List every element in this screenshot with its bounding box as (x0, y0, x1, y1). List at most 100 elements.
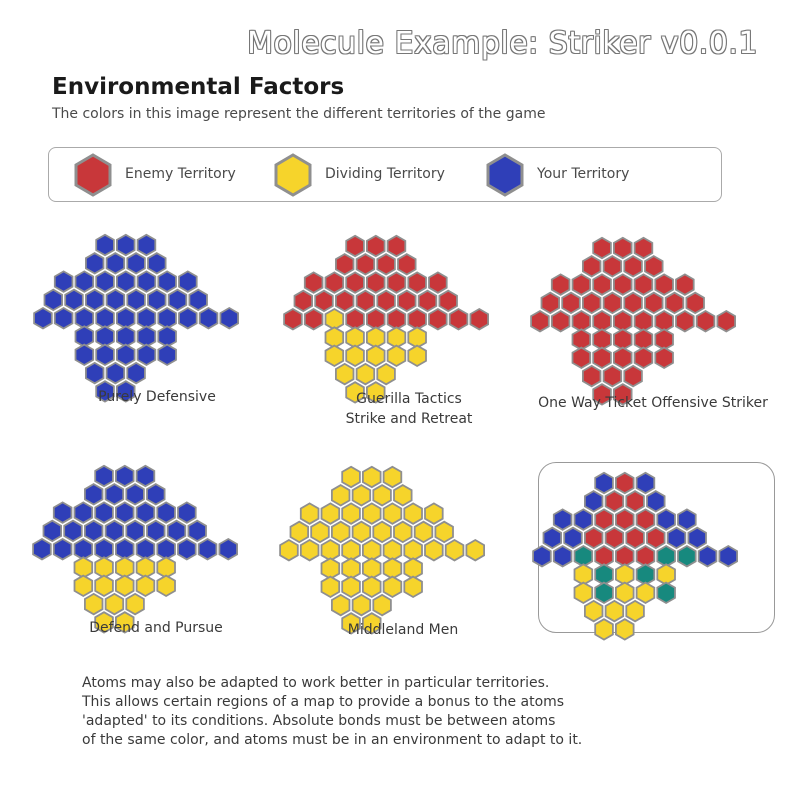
your-atom (167, 288, 188, 312)
your-atom (573, 508, 594, 531)
enemy-atom (550, 273, 571, 296)
enemy-atom (376, 253, 396, 276)
molecule-purely-defensive (33, 233, 240, 403)
your-atom (52, 537, 73, 561)
enemy-atom (324, 271, 345, 294)
enemy-atom (386, 271, 407, 294)
enemy-atom (592, 273, 612, 296)
caption-line: Defend and Pursue (89, 620, 223, 636)
your-atom (116, 233, 136, 257)
your-atom (157, 270, 177, 293)
your-atom (105, 252, 126, 275)
enemy-atom (654, 273, 674, 296)
enemy-atom (540, 291, 560, 315)
dividing-atom (393, 484, 413, 507)
your-atom (63, 519, 83, 543)
enemy-atom (386, 234, 407, 258)
caption-guerilla-tactics: Guerilla Tactics Strike and Retreat (309, 389, 509, 429)
enemy-atom (592, 346, 612, 370)
your-atom (95, 380, 115, 403)
dividing-atom (345, 344, 365, 368)
dividing-atom (365, 344, 386, 368)
special-atom (677, 544, 697, 568)
dividing-atom (615, 618, 635, 641)
your-atom (156, 501, 176, 524)
your-atom (42, 519, 62, 543)
molecule-defend-and-pursue (32, 464, 239, 634)
footer-line: Atoms may also be adapted to work better… (82, 675, 550, 691)
your-atom (218, 537, 239, 561)
enemy-atom (613, 236, 633, 260)
enemy-atom (675, 273, 695, 296)
enemy-atom (355, 253, 376, 276)
your-atom (135, 464, 156, 488)
your-atom (532, 544, 552, 568)
your-atom (135, 501, 156, 524)
dividing-atom (594, 618, 614, 641)
dividing-atom (320, 575, 341, 599)
enemy-atom (613, 273, 633, 296)
special-atom (656, 581, 676, 605)
your-atom (126, 252, 146, 275)
enemy-atom (675, 309, 695, 333)
dividing-atom (299, 538, 320, 562)
legend-label-yours: Your Territory (537, 166, 630, 182)
your-atom (105, 288, 126, 312)
dividing-atom (320, 502, 341, 525)
your-atom (198, 306, 219, 330)
your-atom (552, 508, 573, 531)
dividing-atom (573, 581, 594, 605)
your-atom (146, 519, 166, 543)
dividing-atom (361, 575, 382, 599)
enemy-atom (633, 273, 654, 296)
dividing-atom (386, 344, 407, 368)
enemy-atom (602, 255, 623, 278)
enemy-atom (397, 253, 417, 276)
your-atom (74, 270, 95, 293)
enemy-atom (625, 490, 645, 513)
molecule-middleland-men (279, 465, 486, 635)
dividing-atom (365, 381, 386, 404)
footer-description: Atoms may also be adapted to work better… (82, 674, 662, 750)
enemy-atom (633, 236, 654, 260)
your-atom (104, 483, 125, 506)
dividing-atom (324, 344, 345, 368)
your-atom (64, 288, 84, 312)
your-atom (84, 519, 104, 543)
your-atom (74, 343, 95, 367)
your-atom (177, 501, 197, 524)
dividing-atom (289, 520, 310, 544)
your-atom (115, 464, 135, 488)
dividing-atom (372, 520, 392, 544)
dividing-atom (382, 465, 403, 489)
enemy-atom (625, 526, 645, 550)
dividing-atom (413, 520, 434, 544)
your-atom (104, 519, 125, 543)
caption-line: Middleland Men (347, 622, 459, 638)
enemy-atom (407, 271, 427, 294)
yellow-hexagon-icon (274, 153, 312, 197)
dividing-atom (604, 599, 625, 623)
dividing-atom (351, 520, 372, 544)
your-atom (84, 483, 104, 506)
your-atom (94, 501, 114, 524)
your-atom (95, 233, 115, 257)
enemy-atom (615, 508, 635, 531)
territory-legend: Enemy Territory Dividing Territory Your … (48, 147, 722, 202)
dividing-atom (407, 344, 427, 368)
your-atom (53, 270, 74, 293)
dividing-atom (341, 575, 361, 599)
your-atom (116, 270, 136, 293)
your-atom (136, 343, 157, 367)
dividing-atom (382, 575, 403, 599)
enemy-atom (303, 307, 324, 331)
dividing-atom (372, 484, 392, 507)
dividing-atom (625, 599, 645, 623)
your-atom (178, 306, 198, 330)
dividing-atom (434, 520, 454, 544)
enemy-atom (615, 471, 635, 495)
dividing-atom (424, 502, 444, 525)
enemy-atom (613, 383, 633, 406)
enemy-atom (571, 273, 592, 296)
dividing-atom (351, 484, 372, 507)
